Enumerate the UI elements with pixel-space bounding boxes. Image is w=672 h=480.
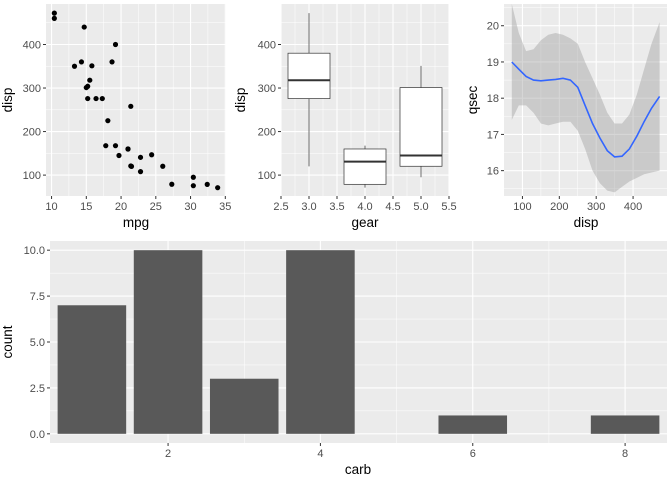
scatter-point bbox=[204, 181, 210, 187]
scatter-point bbox=[85, 95, 91, 102]
bar-x-axis-label: carb bbox=[345, 462, 371, 477]
y-tick-label: 16 bbox=[487, 166, 499, 178]
x-tick-label: 3.5 bbox=[329, 201, 344, 213]
scatter-chart: 10 15 20 25 30 35 100 200 300 400 mpg disp bbox=[0, 4, 231, 230]
scatter-point bbox=[99, 95, 105, 102]
bar-chart: 2 4 6 8 0.0 2.5 5.0 7.5 10.0 carb count bbox=[0, 241, 667, 477]
smooth-line-chart: 100 200 300 400 16 17 18 19 20 disp qsec bbox=[465, 4, 667, 230]
bar bbox=[590, 415, 660, 434]
scatter-y-axis-label: disp bbox=[0, 88, 15, 113]
x-tick-label: 400 bbox=[624, 201, 642, 213]
scatter-point bbox=[112, 143, 119, 149]
y-tick-label: 0.0 bbox=[30, 429, 45, 441]
scatter-point bbox=[105, 118, 111, 124]
y-tick-label: 400 bbox=[258, 39, 276, 51]
bar-y-axis-label: count bbox=[0, 325, 15, 358]
y-tick-label: 100 bbox=[23, 170, 41, 182]
x-tick-label: 2.5 bbox=[273, 201, 288, 213]
bar bbox=[209, 378, 279, 434]
scatter-point bbox=[160, 163, 166, 169]
x-tick-label: 25 bbox=[150, 201, 162, 213]
y-tick-label: 200 bbox=[23, 127, 41, 139]
x-tick-label: 10 bbox=[45, 201, 57, 213]
smooth-x-axis-label: disp bbox=[574, 215, 599, 230]
bar bbox=[57, 305, 127, 434]
box-iqr bbox=[399, 87, 443, 167]
bar bbox=[438, 415, 508, 434]
scatter-point bbox=[128, 103, 134, 109]
y-tick-label: 17 bbox=[487, 129, 499, 141]
x-tick-label: 35 bbox=[219, 201, 231, 213]
y-tick-label: 18 bbox=[487, 93, 499, 105]
boxplot-chart: 2.5 3.0 3.5 4.0 4.5 5.0 5.5 100 200 300 400 gear d… bbox=[233, 4, 457, 230]
y-tick-label: 5.0 bbox=[30, 337, 45, 349]
y-tick-label: 10.0 bbox=[24, 245, 45, 257]
x-tick-label: 3.0 bbox=[301, 201, 316, 213]
scatter-point bbox=[169, 181, 175, 187]
scatter-point bbox=[71, 63, 78, 69]
scatter-point bbox=[51, 10, 57, 16]
x-tick-label: 200 bbox=[550, 201, 568, 213]
bar bbox=[133, 250, 203, 434]
box-iqr bbox=[343, 148, 387, 185]
x-tick-label: 5.0 bbox=[413, 201, 428, 213]
x-tick-label: 4.0 bbox=[357, 201, 372, 213]
boxplot-y-axis-label: disp bbox=[233, 88, 248, 113]
scatter-point bbox=[137, 154, 144, 160]
scatter-point bbox=[125, 146, 131, 152]
y-tick-label: 300 bbox=[23, 83, 41, 95]
scatter-point bbox=[89, 63, 95, 69]
smooth-panel-background bbox=[504, 4, 667, 196]
x-tick-label: 300 bbox=[587, 201, 605, 213]
y-tick-label: 20 bbox=[487, 21, 499, 33]
scatter-point bbox=[137, 169, 144, 175]
y-tick-label: 300 bbox=[258, 83, 276, 95]
scatter-point bbox=[149, 152, 155, 158]
scatter-point bbox=[215, 185, 221, 191]
box-iqr bbox=[287, 52, 331, 99]
y-tick-label: 100 bbox=[258, 170, 276, 182]
scatter-x-axis-label: mpg bbox=[123, 215, 149, 230]
scatter-point bbox=[78, 59, 85, 65]
confidence-band bbox=[511, 4, 660, 193]
smooth-line bbox=[511, 61, 661, 158]
x-tick-label: 6 bbox=[470, 448, 476, 460]
x-tick-label: 30 bbox=[184, 201, 196, 213]
scatter-point bbox=[103, 143, 109, 149]
x-tick-label: 4 bbox=[317, 448, 323, 460]
scatter-point bbox=[116, 152, 122, 159]
x-tick-label: 2 bbox=[165, 448, 171, 460]
x-tick-label: 8 bbox=[622, 448, 628, 460]
scatter-panel-background bbox=[46, 4, 226, 196]
scatter-point bbox=[190, 174, 196, 180]
y-tick-label: 200 bbox=[258, 127, 276, 139]
y-tick-label: 7.5 bbox=[30, 291, 45, 303]
scatter-point bbox=[81, 24, 87, 30]
scatter-point bbox=[112, 41, 119, 48]
scatter-point bbox=[83, 84, 89, 91]
y-tick-label: 19 bbox=[487, 57, 499, 69]
x-tick-label: 20 bbox=[115, 201, 127, 213]
y-tick-label: 2.5 bbox=[30, 383, 45, 395]
x-tick-label: 15 bbox=[80, 201, 92, 213]
x-tick-label: 5.5 bbox=[441, 201, 456, 213]
scatter-point bbox=[93, 95, 99, 102]
bar bbox=[286, 250, 355, 434]
y-tick-label: 400 bbox=[23, 39, 41, 51]
scatter-point bbox=[51, 15, 57, 21]
x-tick-label: 4.5 bbox=[385, 201, 400, 213]
scatter-point bbox=[87, 77, 93, 83]
scatter-point bbox=[109, 59, 115, 65]
smooth-y-axis-label: qsec bbox=[465, 85, 480, 114]
boxplot-x-axis-label: gear bbox=[351, 215, 379, 230]
scatter-point bbox=[190, 183, 196, 189]
x-tick-label: 100 bbox=[513, 201, 531, 213]
scatter-point bbox=[128, 163, 134, 169]
